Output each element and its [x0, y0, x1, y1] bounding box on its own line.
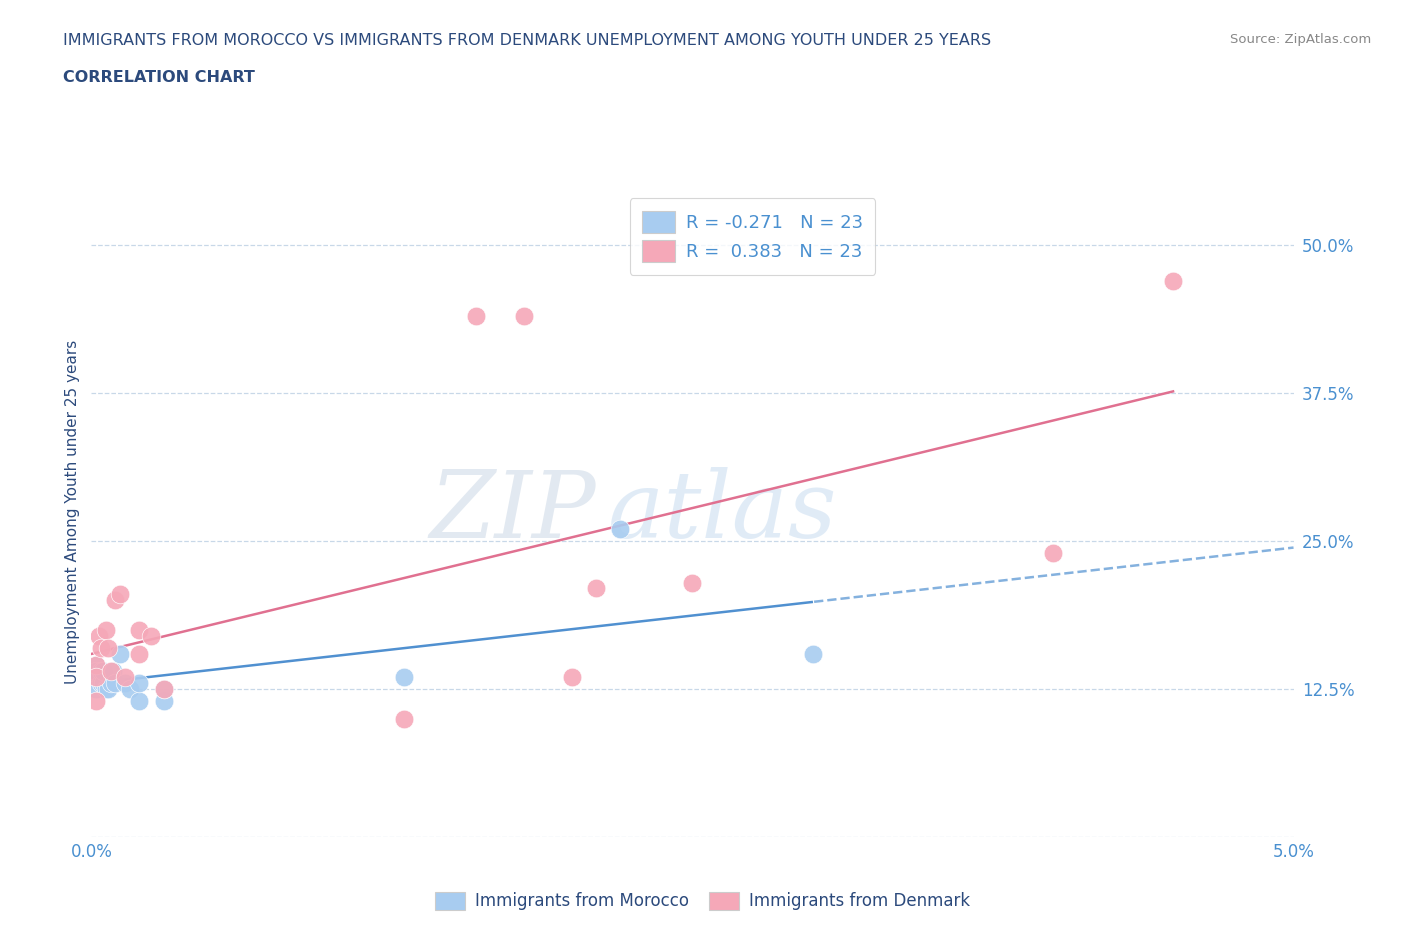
- Point: [141, 629, 163, 644]
- Point: [118, 682, 141, 697]
- Point: [561, 670, 583, 684]
- Y-axis label: Unemployment Among Youth under 25 years: Unemployment Among Youth under 25 years: [65, 339, 80, 684]
- Text: IMMIGRANTS FROM MOROCCO VS IMMIGRANTS FROM DENMARK UNEMPLOYMENT AMONG YOUTH UNDE: IMMIGRANTS FROM MOROCCO VS IMMIGRANTS FR…: [63, 33, 991, 47]
- Point: [94, 682, 117, 697]
- Point: [87, 629, 110, 644]
- Point: [94, 622, 117, 637]
- Point: [84, 670, 107, 684]
- Point: [152, 682, 174, 697]
- Point: [128, 646, 150, 661]
- Point: [84, 682, 107, 697]
- Point: [128, 622, 150, 637]
- Point: [114, 676, 136, 691]
- Point: [100, 676, 122, 691]
- Legend: R = -0.271   N = 23, R =  0.383   N = 23: R = -0.271 N = 23, R = 0.383 N = 23: [630, 198, 876, 275]
- Point: [90, 664, 112, 679]
- Text: ZIP: ZIP: [430, 467, 596, 556]
- Point: [101, 664, 124, 679]
- Point: [84, 670, 107, 684]
- Point: [513, 309, 536, 324]
- Point: [128, 694, 150, 709]
- Legend: Immigrants from Morocco, Immigrants from Denmark: Immigrants from Morocco, Immigrants from…: [429, 885, 977, 917]
- Point: [84, 664, 107, 679]
- Point: [90, 676, 112, 691]
- Point: [104, 592, 127, 607]
- Point: [1042, 546, 1064, 561]
- Point: [465, 309, 488, 324]
- Text: CORRELATION CHART: CORRELATION CHART: [63, 70, 254, 85]
- Point: [681, 575, 703, 590]
- Point: [84, 694, 107, 709]
- Text: Source: ZipAtlas.com: Source: ZipAtlas.com: [1230, 33, 1371, 46]
- Point: [84, 658, 107, 672]
- Point: [93, 664, 115, 679]
- Point: [90, 640, 112, 655]
- Point: [100, 664, 122, 679]
- Point: [104, 676, 127, 691]
- Point: [110, 587, 132, 602]
- Point: [114, 670, 136, 684]
- Point: [97, 640, 120, 655]
- Point: [93, 676, 115, 691]
- Point: [110, 646, 132, 661]
- Point: [84, 658, 107, 672]
- Point: [152, 694, 174, 709]
- Point: [97, 682, 120, 697]
- Point: [585, 581, 607, 596]
- Point: [128, 676, 150, 691]
- Point: [1161, 273, 1184, 288]
- Point: [392, 670, 415, 684]
- Text: atlas: atlas: [609, 467, 838, 556]
- Point: [392, 711, 415, 726]
- Point: [609, 522, 631, 537]
- Point: [801, 646, 824, 661]
- Point: [152, 682, 174, 697]
